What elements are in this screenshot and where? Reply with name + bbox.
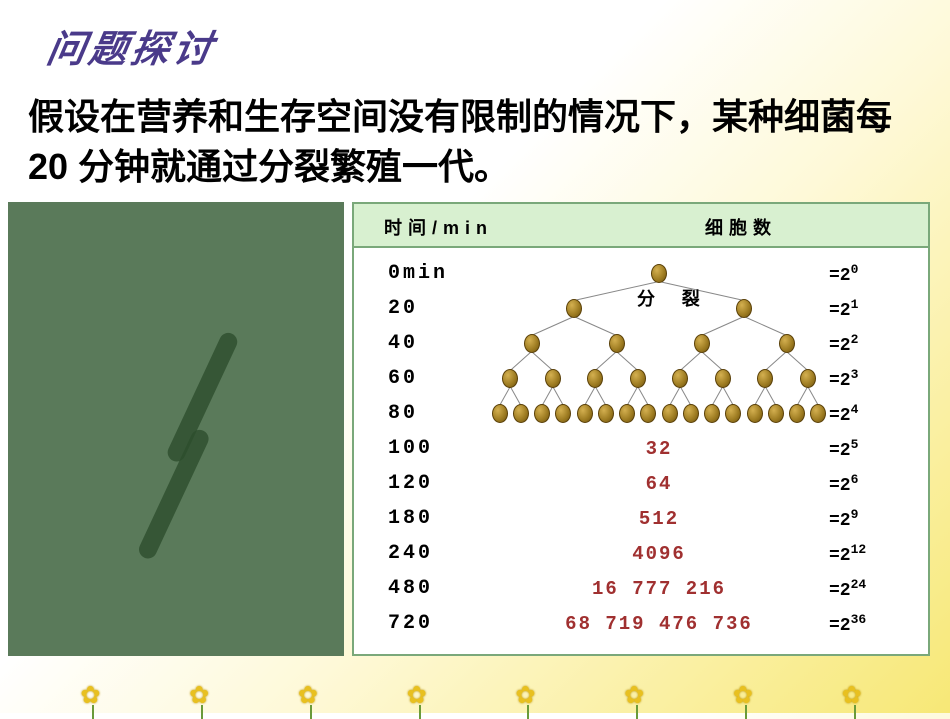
tree-row: 20 =21 [354,291,928,326]
row-exp: =22 [829,332,911,356]
tree-row: 40 =22 [354,326,928,361]
cell-icon [694,334,710,353]
table-row: 72068 719 476 736=236 [354,606,928,641]
row-time: 20 [354,297,489,320]
cell-icon [800,369,816,388]
cell-icon [736,299,752,318]
bacteria-shape [78,313,279,591]
cell-icon [566,299,582,318]
cell-icon [555,404,571,423]
row-exp: =236 [829,612,911,636]
row-exp: =20 [829,262,911,286]
table-body: 0min分 裂=2020=2140=2260=2380=2410032=2512… [354,248,928,654]
row-exp: =25 [829,437,911,461]
flower-icon [842,681,870,709]
cell-icon [524,334,540,353]
cell-icon [492,404,508,423]
cell-icon [640,404,656,423]
table-header: 时间/min 细胞数 [354,204,928,248]
cell-icon [757,369,773,388]
row-time: 80 [354,402,489,425]
slide-description: 假设在营养和生存空间没有限制的情况下，某种细菌每 20 分钟就通过分裂繁殖一代。 [28,92,910,193]
row-tree [489,361,829,396]
cell-icon [577,404,593,423]
flower-icon [624,681,652,709]
cell-icon [513,404,529,423]
cell-icon [662,404,678,423]
cell-icon [747,404,763,423]
row-time: 120 [354,472,489,495]
cell-icon [810,404,826,423]
row-time: 720 [354,612,489,635]
flower-icon [515,681,543,709]
cell-icon [651,264,667,283]
row-time: 100 [354,437,489,460]
cell-icon [672,369,688,388]
flower-icon [733,681,761,709]
row-value: 64 [489,473,829,495]
table-row: 10032=25 [354,431,928,466]
cell-icon [779,334,795,353]
row-value: 16 777 216 [489,578,829,600]
row-value: 512 [489,508,829,530]
tree-row: 60 =23 [354,361,928,396]
cell-icon [725,404,741,423]
cell-icon [630,369,646,388]
cell-icon [598,404,614,423]
row-exp: =29 [829,507,911,531]
header-count: 细胞数 [554,204,928,246]
row-time: 480 [354,577,489,600]
row-value: 68 719 476 736 [489,613,829,635]
table-row: 12064=26 [354,466,928,501]
decorative-flowers [0,653,950,713]
cell-icon [545,369,561,388]
cell-icon [683,404,699,423]
row-value: 4096 [489,543,829,565]
cell-icon [609,334,625,353]
row-exp: =26 [829,472,911,496]
slide-title: 问题探讨 [43,18,221,73]
division-table: 时间/min 细胞数 0min分 裂=20 20 =21 40 =22 60 =23 80 =2… [352,202,930,656]
row-time: 60 [354,367,489,390]
row-time: 40 [354,332,489,355]
table-row: 2404096=212 [354,536,928,571]
cell-icon [619,404,635,423]
table-row: 180512=29 [354,501,928,536]
row-tree [489,396,829,431]
flower-icon [298,681,326,709]
flower-icon [189,681,217,709]
cell-icon [789,404,805,423]
row-exp: =21 [829,297,911,321]
row-exp: =212 [829,542,911,566]
cell-icon [768,404,784,423]
flower-icon [80,681,108,709]
flower-icon [407,681,435,709]
row-tree: 分 裂 [489,256,829,291]
row-tree [489,326,829,361]
row-time: 180 [354,507,489,530]
header-time: 时间/min [354,204,554,246]
row-exp: =23 [829,367,911,391]
row-time: 240 [354,542,489,565]
row-exp: =224 [829,577,911,601]
row-value: 32 [489,438,829,460]
tree-row: 80 =24 [354,396,928,431]
bacteria-photo [8,202,344,656]
cell-icon [587,369,603,388]
cell-icon [704,404,720,423]
table-row: 48016 777 216=224 [354,571,928,606]
cell-icon [534,404,550,423]
tree-row: 0min分 裂=20 [354,256,928,291]
cell-icon [502,369,518,388]
row-exp: =24 [829,402,911,426]
cell-icon [715,369,731,388]
row-time: 0min [354,262,489,285]
row-tree [489,291,829,326]
